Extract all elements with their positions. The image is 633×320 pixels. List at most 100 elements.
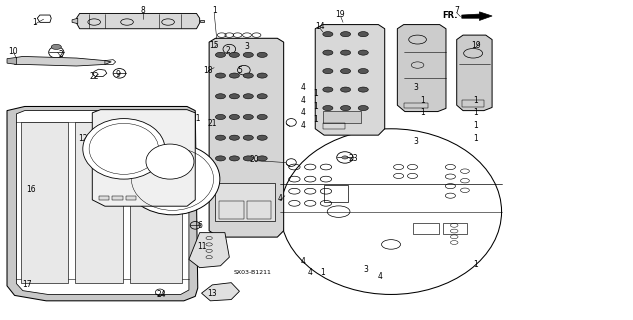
Text: 1: 1 [473,260,478,269]
Ellipse shape [146,144,194,179]
Text: 1: 1 [473,108,478,117]
Circle shape [215,115,225,120]
Text: 3: 3 [414,83,419,92]
Text: 17: 17 [22,280,32,289]
Circle shape [341,32,351,37]
Circle shape [243,52,253,57]
Circle shape [358,87,368,92]
Text: 20: 20 [179,127,189,136]
Text: 4: 4 [300,96,305,105]
Circle shape [215,73,225,78]
Text: 1: 1 [313,102,318,111]
Polygon shape [15,56,111,66]
Text: 1: 1 [473,134,478,143]
Text: 3: 3 [363,265,368,275]
Circle shape [323,50,333,55]
Circle shape [229,52,239,57]
Text: 7: 7 [454,6,459,15]
Text: 3: 3 [244,42,249,52]
Text: 22: 22 [89,72,99,81]
Text: 15: 15 [210,41,219,51]
Text: 10: 10 [8,46,18,56]
Text: 8: 8 [141,6,145,15]
Polygon shape [113,196,123,200]
Circle shape [323,68,333,74]
Polygon shape [215,183,275,221]
Text: 16: 16 [26,185,36,194]
Circle shape [323,32,333,37]
Circle shape [257,156,267,161]
Circle shape [215,52,225,57]
Text: 13: 13 [208,289,217,298]
Text: 2: 2 [58,50,63,59]
Circle shape [358,68,368,74]
Text: 14: 14 [315,22,325,31]
Polygon shape [201,283,239,301]
Text: 21: 21 [161,132,171,141]
Text: 24: 24 [157,290,166,299]
Polygon shape [315,25,385,135]
Text: 19: 19 [471,41,480,51]
Circle shape [358,106,368,111]
Text: 1: 1 [420,96,425,105]
Text: 2: 2 [226,45,230,55]
Circle shape [341,87,351,92]
Circle shape [229,73,239,78]
Text: 6: 6 [197,221,202,230]
Circle shape [257,115,267,120]
Ellipse shape [280,129,501,294]
Ellipse shape [125,143,220,215]
Text: SX03-B1211: SX03-B1211 [233,270,271,275]
Ellipse shape [342,156,348,159]
Circle shape [215,156,225,161]
Polygon shape [75,122,123,283]
Text: 19: 19 [335,10,346,19]
Polygon shape [398,25,446,112]
Text: 11: 11 [197,242,206,251]
Text: 21: 21 [192,114,201,123]
Text: FR.: FR. [442,12,458,20]
Circle shape [257,52,267,57]
Polygon shape [21,122,68,283]
Text: 4: 4 [277,194,282,204]
Text: 12: 12 [78,134,87,143]
Circle shape [257,73,267,78]
Text: 21: 21 [208,119,217,128]
Circle shape [257,94,267,99]
Text: 1: 1 [420,108,425,117]
Text: 23: 23 [348,154,358,163]
Polygon shape [130,122,182,283]
Polygon shape [457,35,492,111]
Polygon shape [127,196,137,200]
Text: 20: 20 [250,155,260,164]
Polygon shape [16,111,189,294]
Text: 1: 1 [320,268,325,277]
Polygon shape [7,107,197,301]
Polygon shape [72,18,78,24]
Polygon shape [189,233,229,268]
Circle shape [358,32,368,37]
Circle shape [341,68,351,74]
Circle shape [229,115,239,120]
Circle shape [215,94,225,99]
Circle shape [358,50,368,55]
Text: 1: 1 [32,19,37,28]
Text: 1: 1 [212,6,216,15]
Text: 18: 18 [203,66,213,75]
Circle shape [341,50,351,55]
Polygon shape [199,20,204,22]
Text: 5: 5 [237,66,242,75]
Polygon shape [92,110,195,206]
Circle shape [323,87,333,92]
Polygon shape [323,111,361,123]
Text: 4: 4 [300,108,305,117]
Circle shape [229,94,239,99]
Polygon shape [461,12,492,20]
Text: 4: 4 [308,268,313,277]
Circle shape [323,106,333,111]
Text: 1: 1 [313,115,318,124]
Text: 4: 4 [300,257,305,266]
Text: 1: 1 [313,89,318,98]
Circle shape [341,106,351,111]
Circle shape [229,135,239,140]
